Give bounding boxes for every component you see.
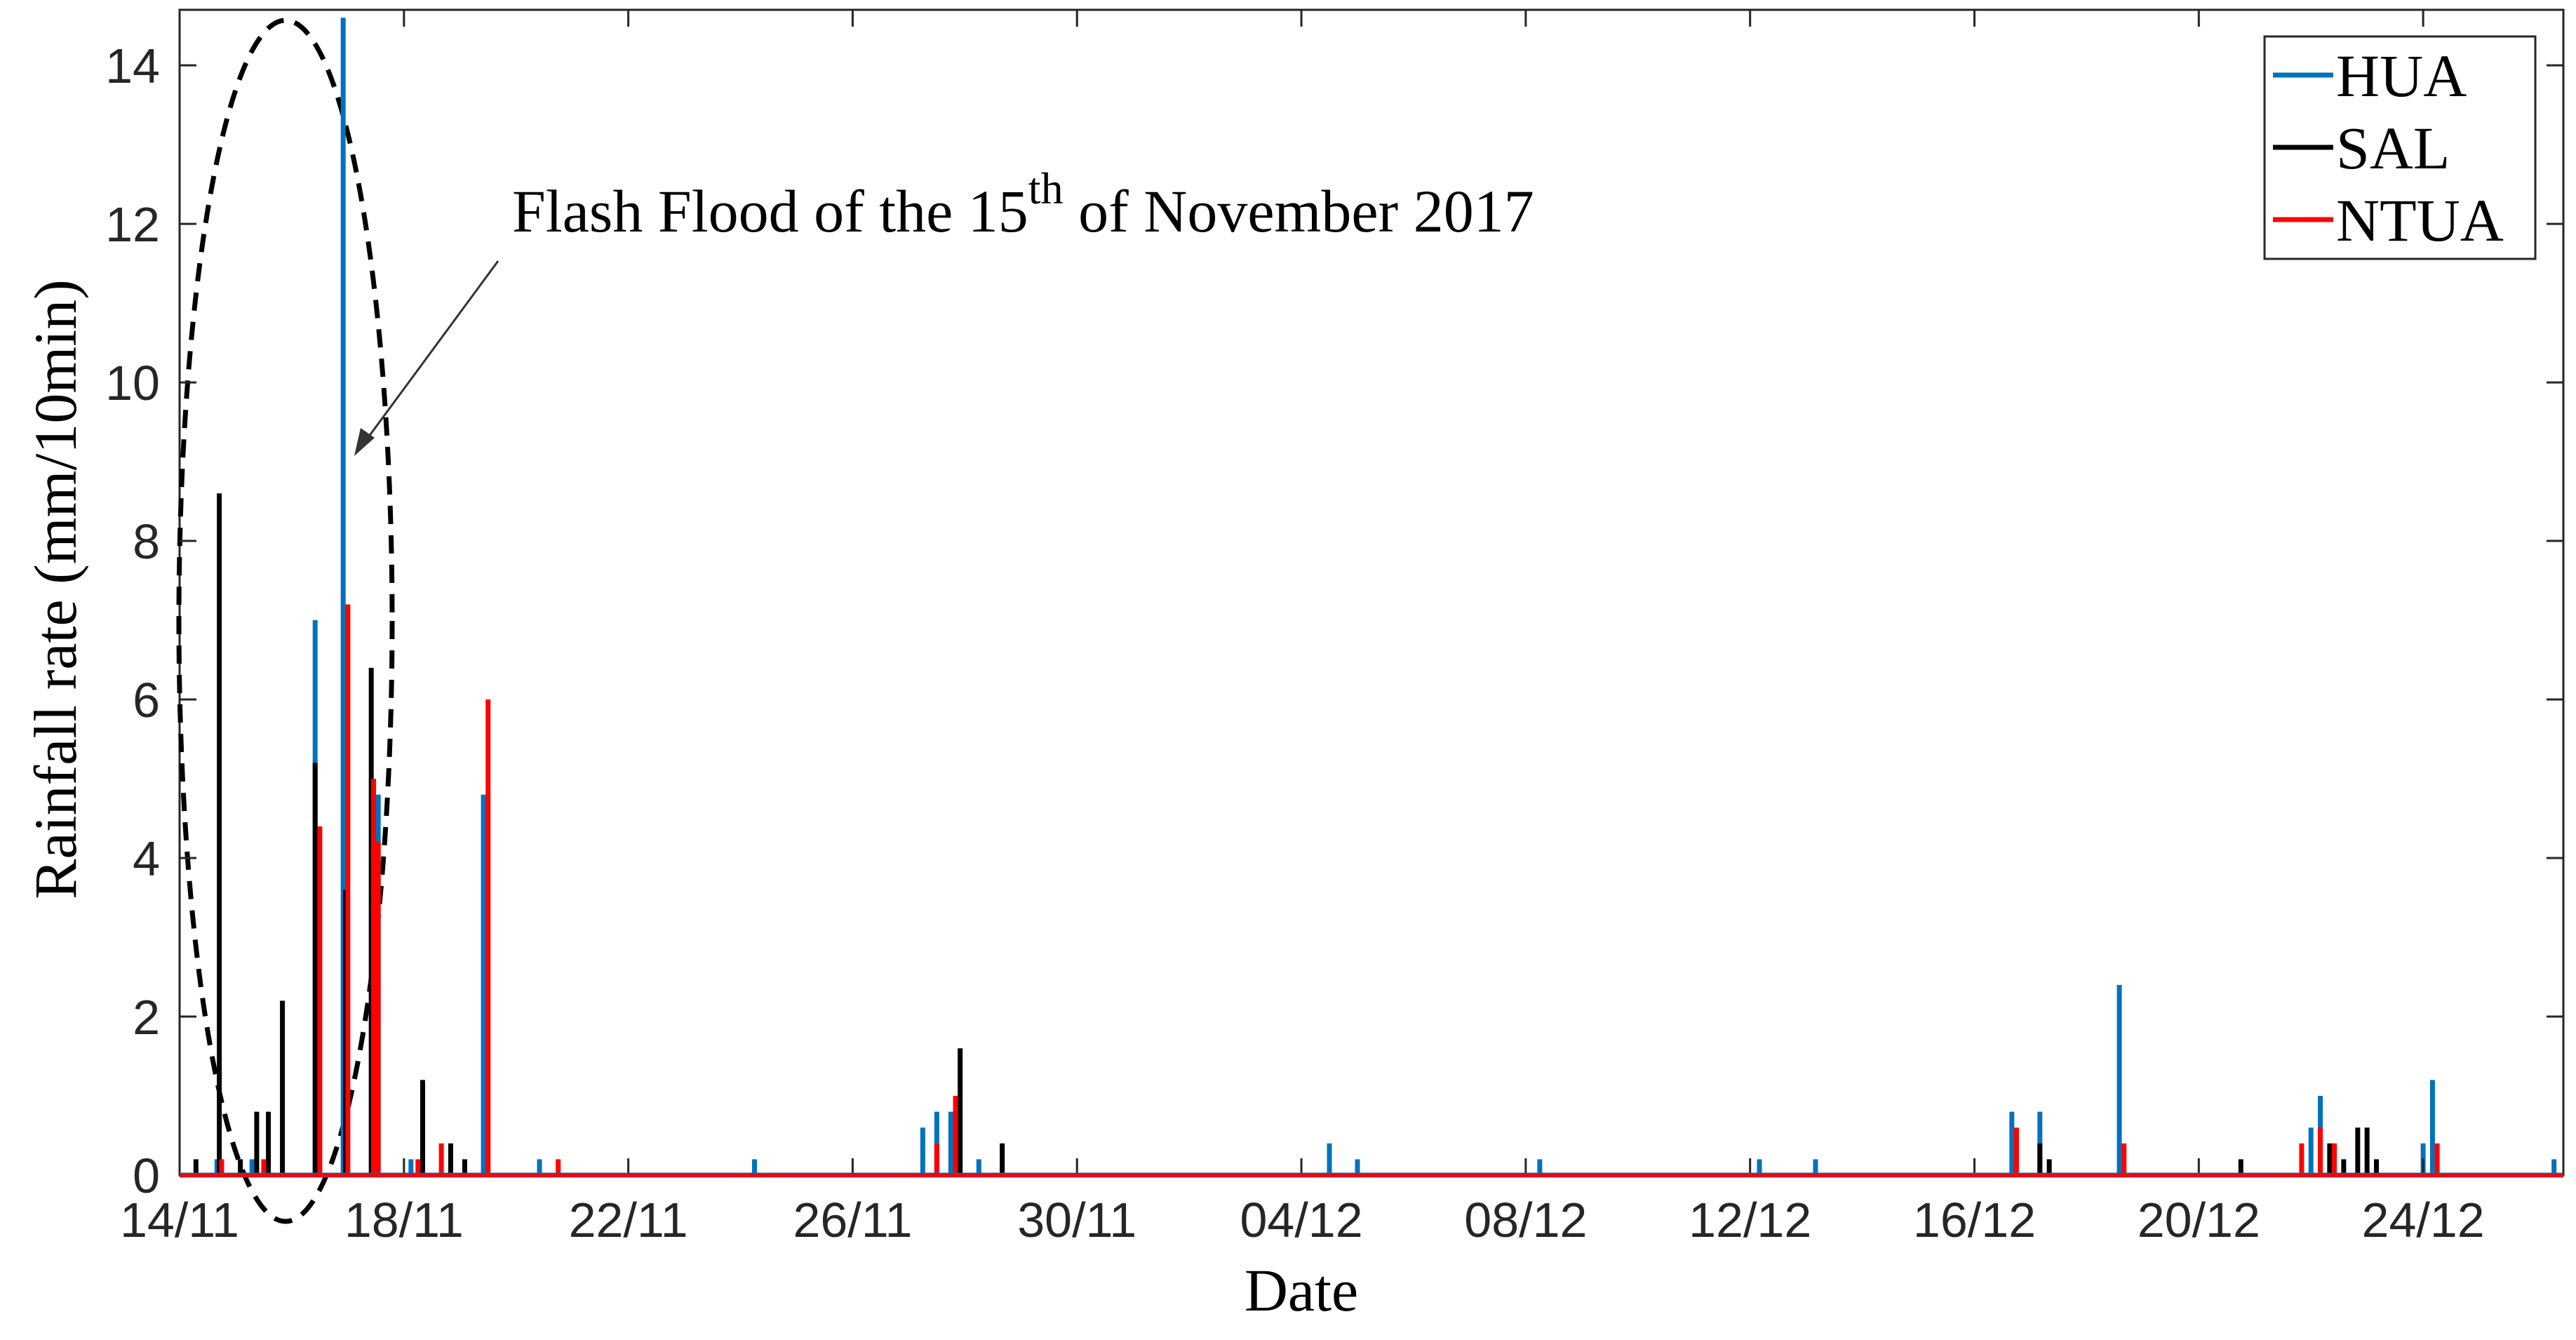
x-tick-label-9: 20/12 (2138, 1193, 2260, 1247)
x-tick-label-10: 24/12 (2362, 1193, 2485, 1247)
y-tick-label-6: 12 (105, 197, 160, 252)
x-tick-label-2: 22/11 (569, 1193, 688, 1247)
y-axis-label: Rainfall rate (mm/10min) (22, 279, 89, 899)
x-tick-label-6: 08/12 (1464, 1193, 1587, 1247)
legend: HUA SAL NTUA (2263, 35, 2537, 260)
annotation-text: Flash Flood of the 15th of November 2017 (512, 163, 1534, 245)
x-tick-label-1: 18/11 (344, 1193, 464, 1247)
annotation-arrow (354, 260, 499, 456)
legend-label-sal: SAL (2336, 114, 2450, 182)
y-tick-label-0: 0 (133, 1148, 160, 1203)
y-tick-label-1: 2 (133, 990, 160, 1045)
x-tick-label-8: 16/12 (1913, 1193, 2036, 1247)
x-tick-label-5: 04/12 (1240, 1193, 1362, 1247)
x-tick-label-4: 30/11 (1017, 1193, 1136, 1247)
x-axis-label: Date (1245, 1257, 1358, 1324)
axis-ticks-layer: 14/11 18/11 22/11 26/11 30/11 04/12 08/12 12/12… (105, 10, 2563, 1247)
y-tick-label-3: 6 (133, 673, 160, 728)
legend-label-hua: HUA (2336, 42, 2467, 109)
flash-flood-highlight-ellipse (176, 18, 395, 1224)
y-tick-label-5: 10 (105, 356, 160, 410)
y-tick-label-4: 8 (133, 514, 160, 569)
y-tick-label-7: 14 (105, 39, 160, 93)
x-tick-label-0: 14/11 (120, 1193, 239, 1247)
y-tick-label-2: 4 (133, 831, 160, 886)
x-tick-label-3: 26/11 (793, 1193, 912, 1247)
x-tick-label-7: 12/12 (1689, 1193, 1811, 1247)
legend-label-ntua: NTUA (2336, 187, 2504, 254)
bars-layer (193, 18, 2557, 1175)
